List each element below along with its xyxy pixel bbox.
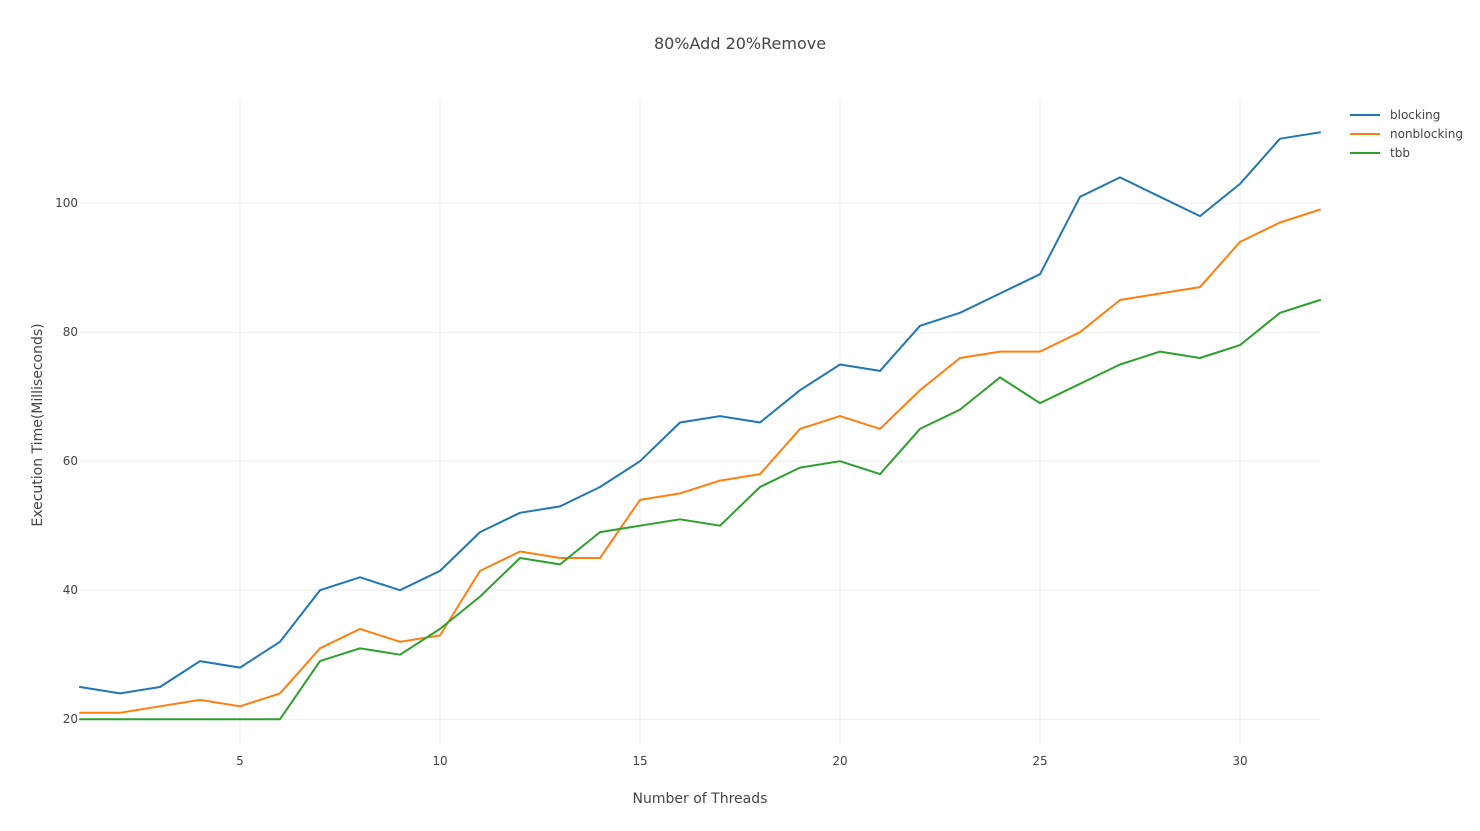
x-tick-label: 30	[1232, 754, 1247, 768]
legend[interactable]: blocking nonblocking tbb	[1350, 108, 1463, 160]
series-line-blocking	[79, 131, 1321, 695]
x-tick-labels: 5 10 15 20 25 30	[236, 754, 1247, 768]
legend-item-tbb[interactable]: tbb	[1350, 146, 1410, 160]
y-tick-label: 20	[63, 712, 78, 726]
x-axis-title: Number of Threads	[633, 791, 768, 807]
y-tick-label: 60	[63, 454, 78, 468]
legend-item-nonblocking[interactable]: nonblocking	[1350, 127, 1463, 141]
y-tick-label: 40	[63, 583, 78, 597]
legend-label: blocking	[1390, 108, 1440, 122]
x-tick-label: 5	[236, 754, 244, 768]
x-tick-label: 25	[1032, 754, 1047, 768]
series-line-nonblocking	[79, 208, 1321, 714]
series-line-tbb	[79, 299, 1321, 721]
legend-label: tbb	[1390, 146, 1410, 160]
y-gridlines	[80, 202, 1320, 720]
y-tick-label: 100	[55, 196, 78, 210]
x-tick-label: 10	[432, 754, 447, 768]
y-axis-title: Execution Time(Milliseconds)	[30, 323, 46, 526]
y-tick-label: 80	[63, 325, 78, 339]
legend-label: nonblocking	[1390, 127, 1463, 141]
y-tick-labels: 20 40 60 80 100	[55, 196, 78, 726]
x-tick-label: 15	[632, 754, 647, 768]
x-gridlines	[239, 100, 1241, 745]
series-lines	[79, 131, 1321, 721]
x-tick-label: 20	[832, 754, 847, 768]
legend-item-blocking[interactable]: blocking	[1350, 108, 1440, 122]
chart-title: 80%Add 20%Remove	[654, 34, 826, 53]
